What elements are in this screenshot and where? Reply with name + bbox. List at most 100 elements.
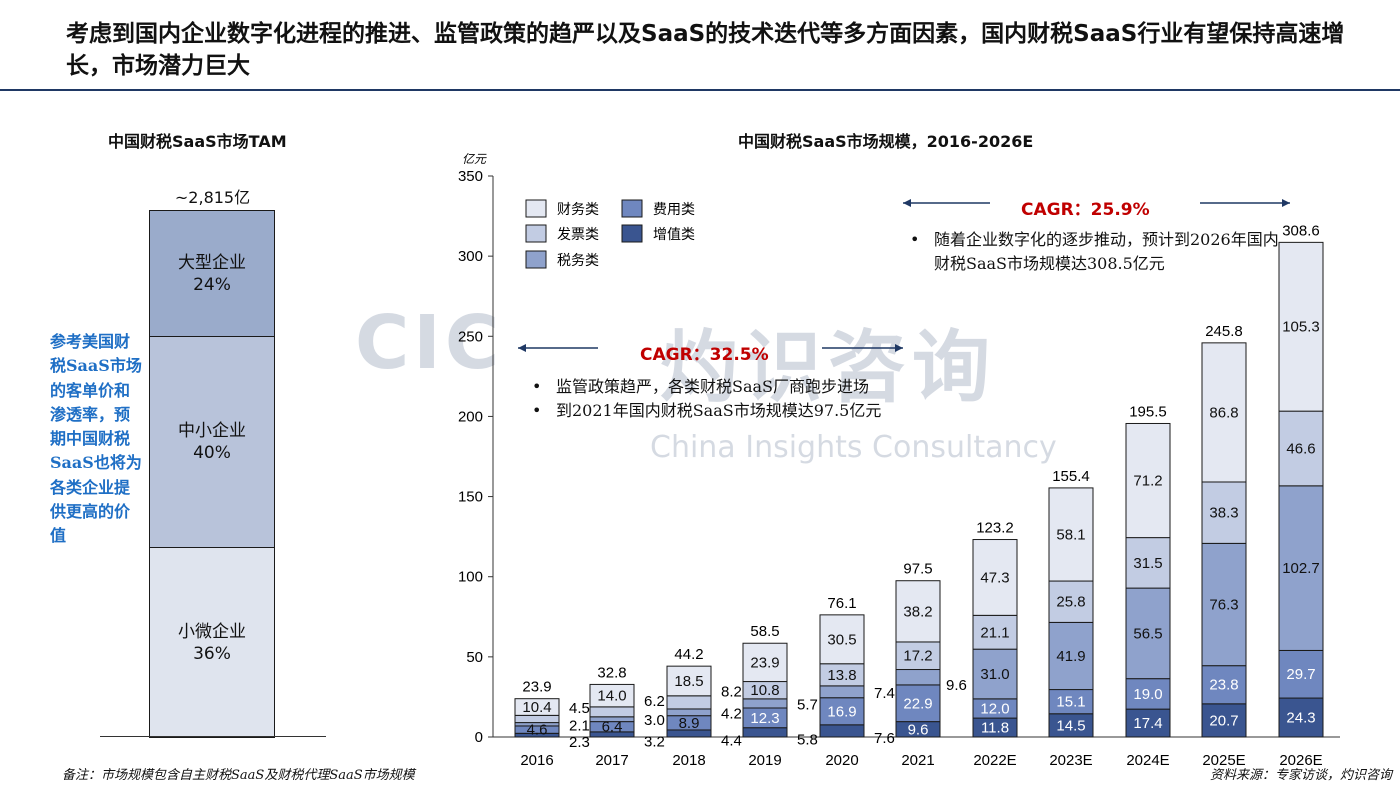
bar-segment (742, 698, 788, 709)
bar-segment (742, 727, 788, 738)
tam-segment-name: 中小企业 (178, 421, 246, 442)
bar-segment (895, 669, 941, 686)
bullets-1: 监管政策趋严，各类财税SaaS厂商跑步进场 到2021年国内财税SaaS市场规模… (528, 375, 918, 423)
bar-total-label: 245.8 (1205, 323, 1243, 340)
y-axis-unit: 亿元 (462, 152, 487, 166)
bar-segment (514, 698, 560, 716)
watermark-logo: CIC (355, 300, 504, 386)
legend-swatch (621, 199, 643, 218)
bar-segment-label: 3.2 (644, 733, 665, 750)
x-tick-label: 2016 (520, 752, 553, 769)
bar-segment (1278, 241, 1324, 412)
bar-segment-label: 13.8 (827, 667, 856, 684)
bar-segment-label: 7.6 (874, 730, 895, 747)
bar-segment-label: 8.9 (679, 715, 700, 732)
bar-segment (1125, 422, 1171, 539)
side-note: 参考美国财税SaaS市场的客单价和渗透率，预期中国财税SaaS也将为各类企业提供… (50, 332, 142, 546)
bullet-1-2: 到2021年国内财税SaaS市场规模达97.5亿元 (528, 399, 918, 423)
bar-segment (819, 724, 865, 738)
bar-segment-label: 19.0 (1133, 686, 1162, 703)
bar-segment-label: 4.4 (721, 732, 742, 749)
bar-segment (1048, 621, 1094, 691)
legend-swatch (621, 224, 643, 243)
bar-segment-label: 6.4 (602, 719, 623, 736)
bar-segment (1125, 678, 1171, 710)
bar-segment (972, 539, 1018, 616)
bar-segment-label: 71.2 (1133, 473, 1162, 490)
bar-segment-label: 9.6 (908, 721, 929, 738)
bar-total-label: 308.6 (1282, 222, 1320, 239)
bar-segment-label: 102.7 (1282, 560, 1320, 577)
bar-segment-label: 24.3 (1286, 710, 1315, 727)
bar-total-label: 155.4 (1052, 468, 1090, 485)
bar-total-label: 58.5 (750, 623, 779, 640)
page-title: 考虑到国内企业数字化进程的推进、监管政策的趋严以及SaaS的技术迭代等多方面因素… (66, 21, 1345, 79)
bar-segment-label: 25.8 (1056, 594, 1085, 611)
bar-segment-label: 7.4 (874, 685, 895, 702)
x-tick-label: 2018 (672, 752, 705, 769)
cagr2-arrowhead-right (1282, 199, 1290, 207)
tam-segment-pct: 24% (193, 274, 231, 295)
tam-segment: 大型企业 24% (149, 210, 275, 338)
legend-swatch (525, 224, 547, 243)
bar-segment (589, 706, 635, 718)
bar-segment-label: 21.1 (980, 624, 1009, 641)
tam-segment: 小微企业 36% (149, 547, 275, 738)
bar-segment-label: 47.3 (980, 569, 1009, 586)
bar-segment-label: 56.5 (1133, 625, 1162, 642)
y-tick-label: 250 (458, 328, 483, 345)
bar-segment-label: 17.2 (903, 648, 932, 665)
bar-segment-label: 41.9 (1056, 648, 1085, 665)
bar-segment-label: 86.8 (1209, 404, 1238, 421)
bar-segment (666, 695, 712, 710)
tam-segment: 中小企业 40% (149, 336, 275, 549)
cagr-1: CAGR：32.5% (640, 345, 769, 365)
bar-segment (1201, 542, 1247, 667)
tam-total: ~2,815亿 (174, 188, 251, 207)
chart-title: 中国财税SaaS市场规模，2016-2026E (738, 132, 1034, 151)
bar-segment-label: 18.5 (674, 673, 703, 690)
tam-segment-pct: 36% (193, 643, 231, 664)
cagr2-arrowhead-left (903, 199, 911, 207)
bar-segment-label: 30.5 (827, 631, 856, 648)
bar-segment-label: 17.4 (1133, 715, 1162, 732)
bullets-2: 随着企业数字化的逐步推动，预计到2026年国内财税SaaS市场规模达308.5亿… (906, 228, 1281, 276)
bar-segment-label: 23.8 (1209, 677, 1238, 694)
legend-label: 财务类 (557, 202, 599, 218)
cagr1-arrowhead-left (518, 344, 526, 352)
bar-segment-label: 105.3 (1282, 319, 1320, 336)
bar-segment-label: 6.2 (644, 693, 665, 710)
x-tick-label: 2017 (595, 752, 628, 769)
bar-segment-label: 10.4 (522, 699, 551, 716)
bar-segment-label: 9.6 (946, 677, 967, 694)
tam-axis (100, 736, 326, 737)
bar-total-label: 76.1 (827, 595, 856, 612)
bar-segment (1278, 410, 1324, 487)
x-tick-label: 2019 (748, 752, 781, 769)
bar-segment (1201, 342, 1247, 483)
bar-segment (742, 642, 788, 683)
bar-segment-label: 15.1 (1056, 694, 1085, 711)
bar-segment-label: 16.9 (827, 703, 856, 720)
tam-segment-pct: 40% (193, 443, 231, 464)
bar-segment-label: 2.3 (569, 734, 590, 751)
bar-segment-label: 12.0 (980, 700, 1009, 717)
y-tick-label: 0 (475, 729, 483, 746)
bar-segment (1125, 537, 1171, 589)
bar-segment-label: 14.5 (1056, 717, 1085, 734)
bullet-1-1: 监管政策趋严，各类财税SaaS厂商跑步进场 (528, 375, 918, 399)
bar-segment (819, 697, 865, 726)
bar-total-label: 23.9 (522, 679, 551, 696)
bar-total-label: 195.5 (1129, 403, 1167, 420)
bar-segment (972, 648, 1018, 700)
legend-swatch (525, 250, 547, 269)
bar-segment (972, 614, 1018, 650)
legend-label: 增值类 (653, 227, 695, 243)
watermark-text-en: China Insights Consultancy (650, 430, 1057, 465)
bar-segment (895, 580, 941, 643)
legend-label: 发票类 (557, 227, 599, 243)
bullet-2-1: 随着企业数字化的逐步推动，预计到2026年国内财税SaaS市场规模达308.5亿… (906, 228, 1281, 276)
bar-segment-label: 4.6 (527, 722, 548, 739)
bar-segment-label: 23.9 (750, 654, 779, 671)
source-note: 资料来源：专家访谈，灼识咨询 (1209, 768, 1392, 783)
